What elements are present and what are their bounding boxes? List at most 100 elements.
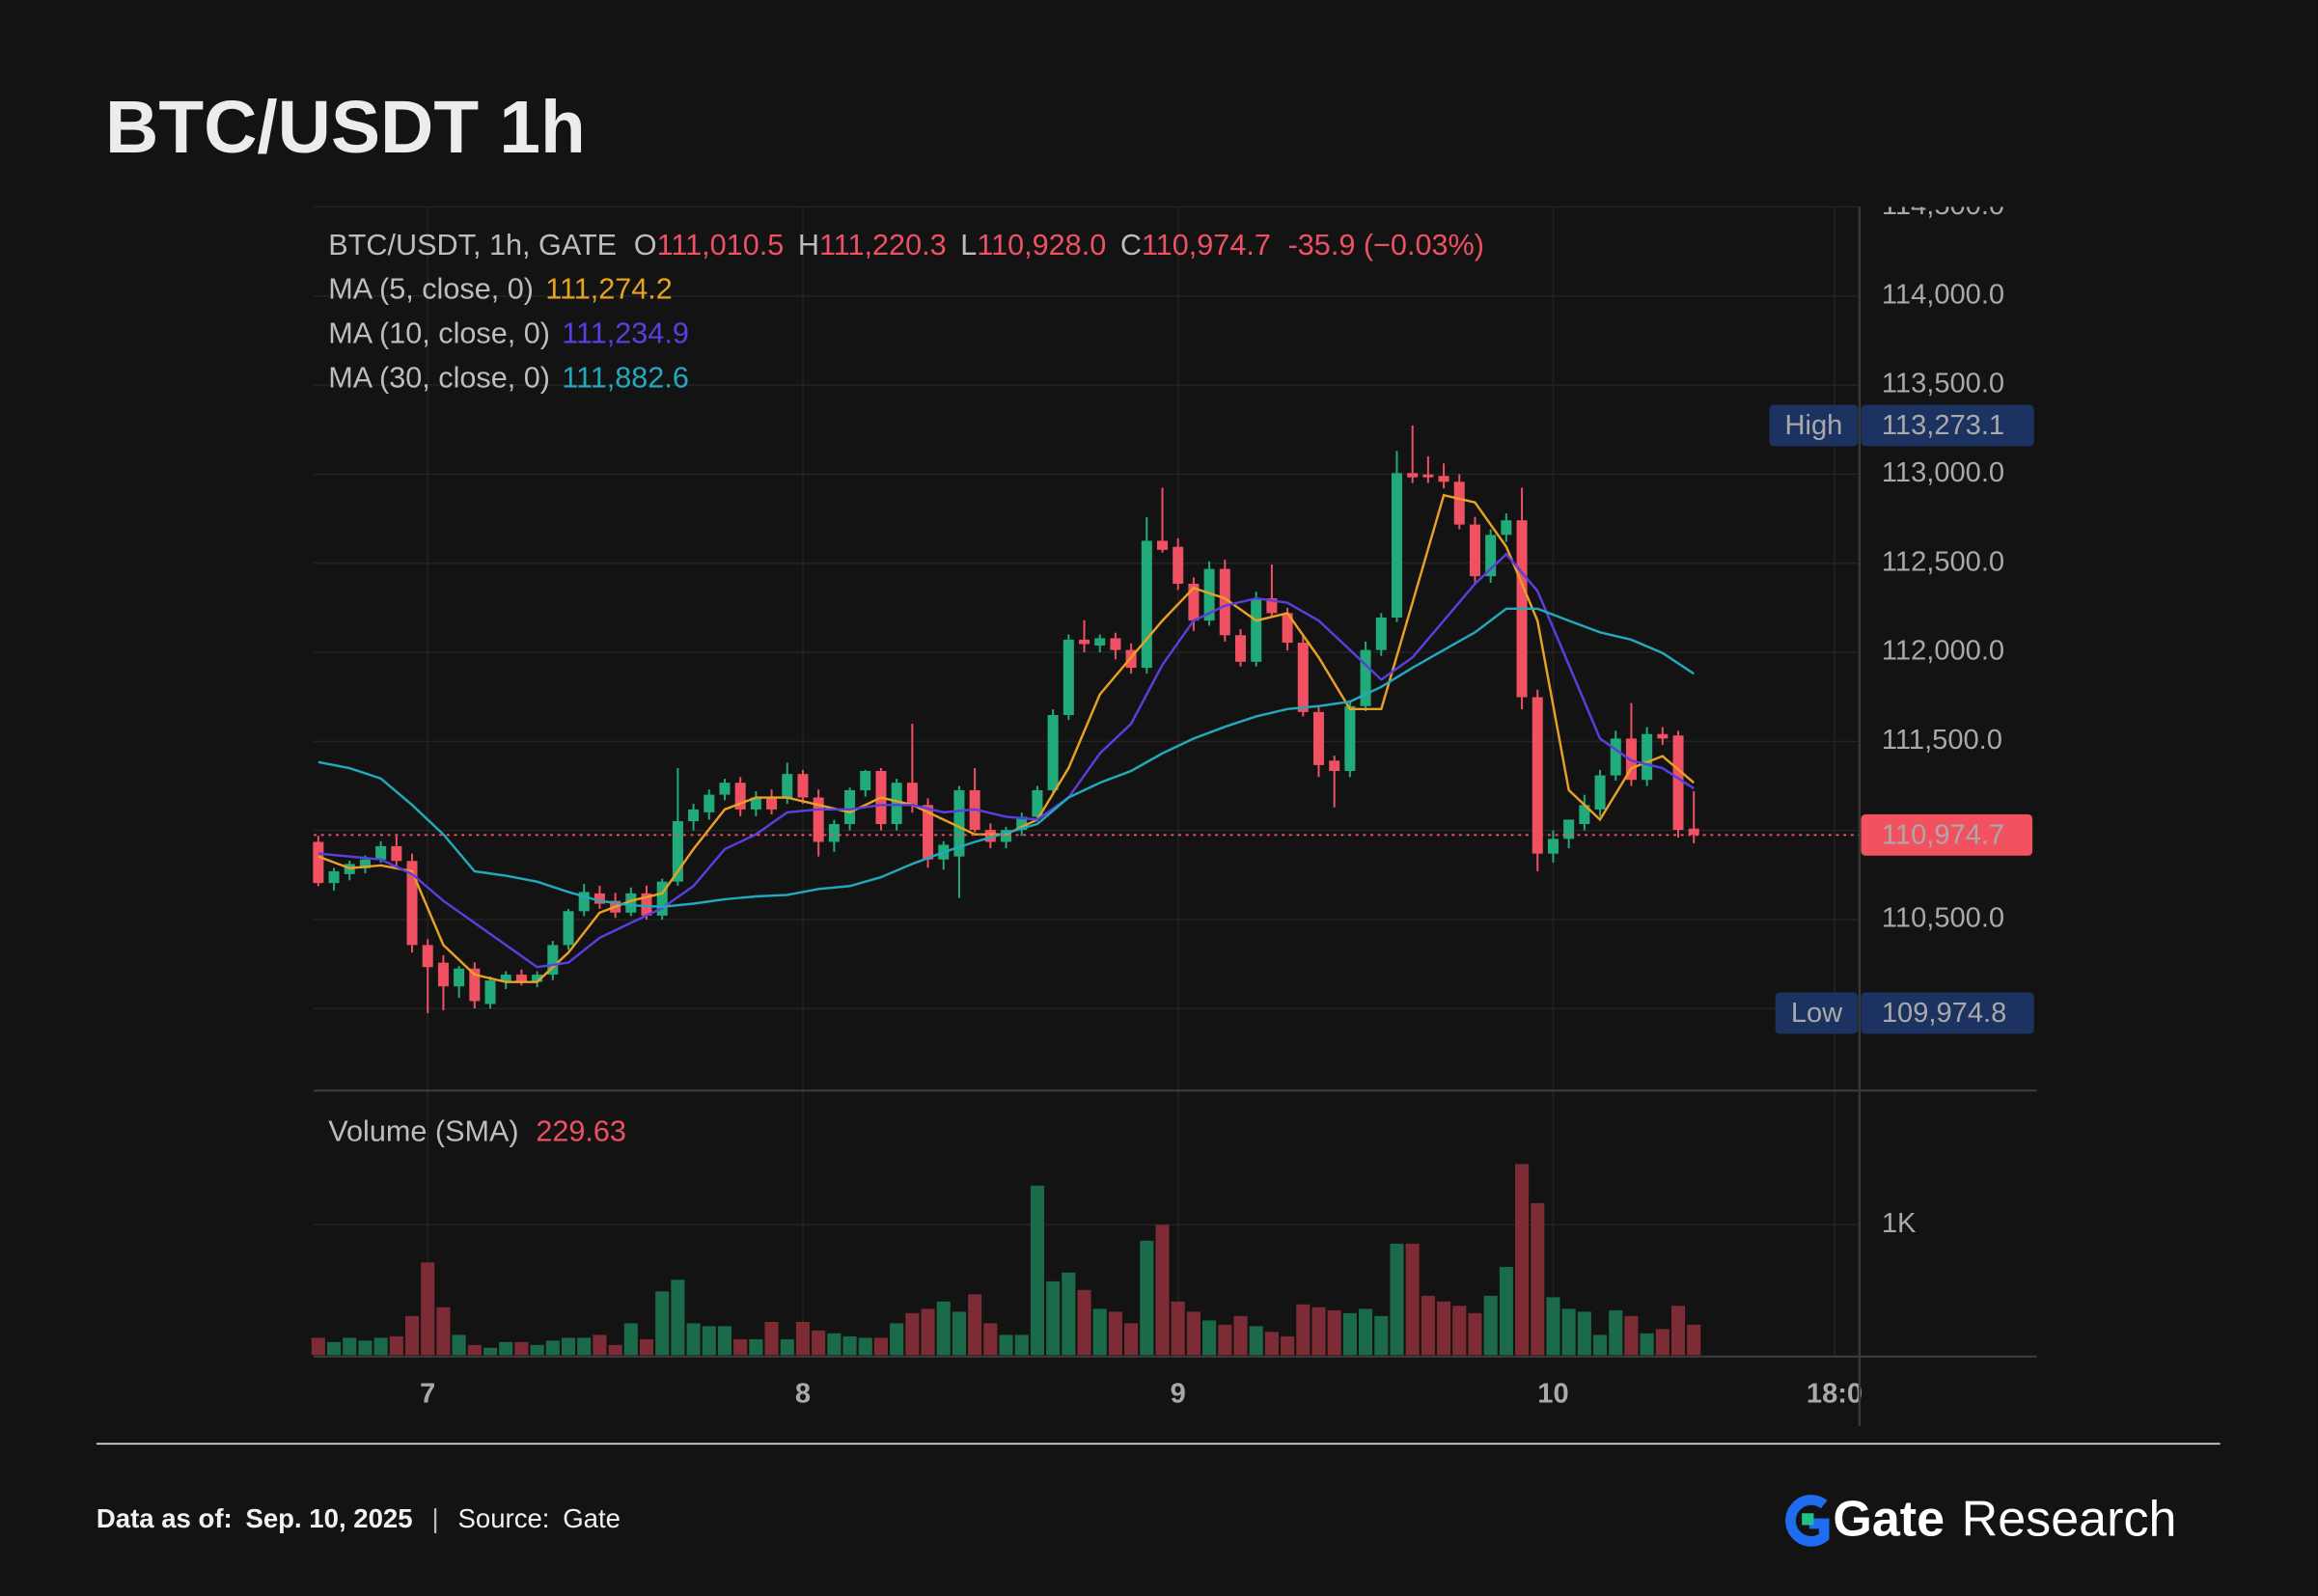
volume-legend: Volume (SMA) 229.63 [328, 1115, 626, 1148]
candle-body [454, 968, 465, 987]
candle-body [1360, 649, 1371, 706]
volume-bar [561, 1337, 576, 1356]
candle-body [1234, 635, 1247, 662]
volume-bar [404, 1315, 420, 1356]
volume-bar [545, 1340, 560, 1356]
source: Gate [563, 1503, 621, 1533]
candle-body [1594, 775, 1606, 810]
volume-bar [1155, 1225, 1170, 1356]
y-tick-label: 113,500.0 [1882, 369, 2004, 399]
candle-body [406, 861, 418, 946]
volume-bar [1171, 1301, 1185, 1356]
volume-bar [327, 1341, 342, 1356]
volume-bars [311, 1164, 1701, 1356]
candle-body [734, 783, 746, 810]
candle-body [797, 774, 809, 798]
volume-bar [1327, 1309, 1341, 1356]
volume-bar [702, 1326, 716, 1356]
volume-bar [1311, 1307, 1326, 1356]
candle-body [469, 968, 481, 1002]
volume-bar [717, 1326, 732, 1356]
volume-bar [452, 1335, 466, 1356]
footer-date: Data as of: Sep. 10, 2025 | Source: Gate [97, 1503, 621, 1533]
candle-body [593, 893, 605, 904]
candle-body [578, 892, 590, 912]
volume-bar [890, 1323, 904, 1356]
candle-body [1282, 613, 1293, 644]
volume-bar [1624, 1315, 1639, 1356]
volume-tick-label: 1K [1882, 1208, 1917, 1239]
candle-body [1157, 540, 1169, 550]
volume-bar [1233, 1315, 1248, 1356]
legend-value: 111,010.5 [657, 229, 785, 261]
volume-bar [436, 1307, 451, 1356]
volume-bar [1014, 1335, 1029, 1356]
marker-name: High [1785, 410, 1843, 441]
volume-bar [343, 1337, 357, 1356]
candle-body [1344, 705, 1356, 771]
candle-body [1469, 524, 1480, 577]
candle-body [1047, 715, 1059, 790]
candle-body [484, 980, 496, 1004]
ma-legend-entry: MA (10, close, 0) 111,234.9 [328, 317, 689, 350]
candle-body [656, 881, 668, 916]
candle-body [500, 975, 511, 982]
candle-body [1391, 473, 1402, 619]
volume-bar [593, 1335, 607, 1356]
ma-name: MA (5, close, 0) [328, 273, 534, 306]
candle-body [1453, 482, 1465, 525]
volume-bar [1264, 1332, 1279, 1356]
volume-bar [1359, 1308, 1373, 1356]
logo-text: Gate Research [1833, 1491, 2176, 1547]
candle-body [1079, 639, 1090, 645]
candle-body [641, 893, 652, 916]
volume-bar [686, 1323, 701, 1356]
overlay: 110,974.7 High 113,273.1 Low 109,974.8 [313, 404, 2034, 1034]
candle-body [953, 789, 965, 857]
legend-prefix: BTC/USDT, 1h, GATE [328, 229, 617, 261]
volume-bar [1374, 1315, 1389, 1356]
volume-bar [1592, 1335, 1608, 1356]
candle-body [1032, 789, 1043, 817]
candle-body [313, 841, 324, 884]
volume-bar [1687, 1324, 1701, 1356]
candle-body [1657, 733, 1669, 739]
candle-body [1547, 839, 1559, 854]
volume-bar [1281, 1335, 1295, 1356]
volume-bar [373, 1337, 388, 1356]
volume-bar [812, 1330, 826, 1356]
volume-bar [623, 1323, 638, 1356]
volume-bar [1390, 1243, 1404, 1356]
volume-bar [577, 1337, 592, 1356]
candle-body [1329, 760, 1340, 771]
candle-body [1438, 476, 1449, 482]
volume-bar [1062, 1272, 1076, 1356]
ma-name: MA (10, close, 0) [328, 317, 550, 350]
volume-bar [530, 1344, 544, 1356]
chart-title: BTC/USDT 1h [105, 87, 586, 169]
volume-bar [389, 1335, 403, 1356]
marker-value-box [1861, 992, 2034, 1034]
x-tick-label: 7 [420, 1378, 435, 1409]
y-tick-label: 110,500.0 [1882, 903, 2004, 934]
volume-bar [1421, 1295, 1435, 1356]
last-price-label: 110,974.7 [1882, 820, 2004, 851]
candle-body [1563, 819, 1575, 839]
legend-key: H [798, 229, 819, 261]
candle-body [782, 774, 793, 798]
logo-icon-square [1802, 1513, 1814, 1526]
candle-body [1297, 643, 1309, 712]
candle-body [515, 975, 527, 982]
candle-body [625, 893, 637, 913]
volume-bar [483, 1347, 498, 1356]
volume-bar [1030, 1185, 1044, 1356]
legend-key: O [634, 229, 657, 261]
candle-body [1485, 535, 1497, 577]
separator: | [431, 1503, 438, 1533]
y-tick-label: 114,500.0 [1882, 190, 2004, 221]
volume-bar [733, 1338, 748, 1356]
volume-bar [1405, 1243, 1420, 1356]
candle-body [1094, 638, 1106, 646]
